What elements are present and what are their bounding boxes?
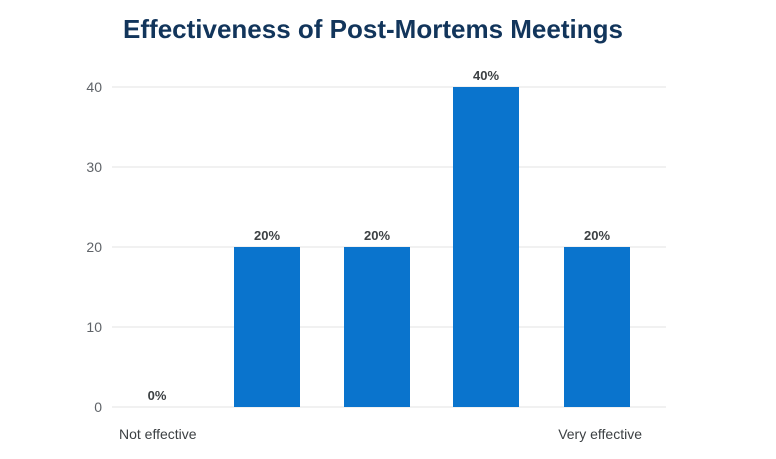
data-label: 40% [473,68,499,83]
y-tick-label: 0 [94,399,102,415]
y-tick-label: 30 [86,159,102,175]
y-tick-label: 20 [86,239,102,255]
y-axis-ticks: 0 10 20 30 40 [86,79,102,415]
bar [453,87,519,407]
bar [344,247,410,407]
x-axis-labels: Not effective Very effective [119,426,642,442]
bar [564,247,630,407]
x-tick-label: Not effective [119,426,197,442]
y-tick-label: 10 [86,319,102,335]
data-labels: 0% 20% 20% 40% 20% [148,68,611,403]
data-label: 20% [254,228,280,243]
chart-title: Effectiveness of Post-Mortems Meetings [123,14,623,44]
bars [234,87,630,407]
bar [234,247,300,407]
x-tick-label: Very effective [558,426,642,442]
data-label: 20% [584,228,610,243]
y-tick-label: 40 [86,79,102,95]
data-label: 0% [148,388,167,403]
data-label: 20% [364,228,390,243]
